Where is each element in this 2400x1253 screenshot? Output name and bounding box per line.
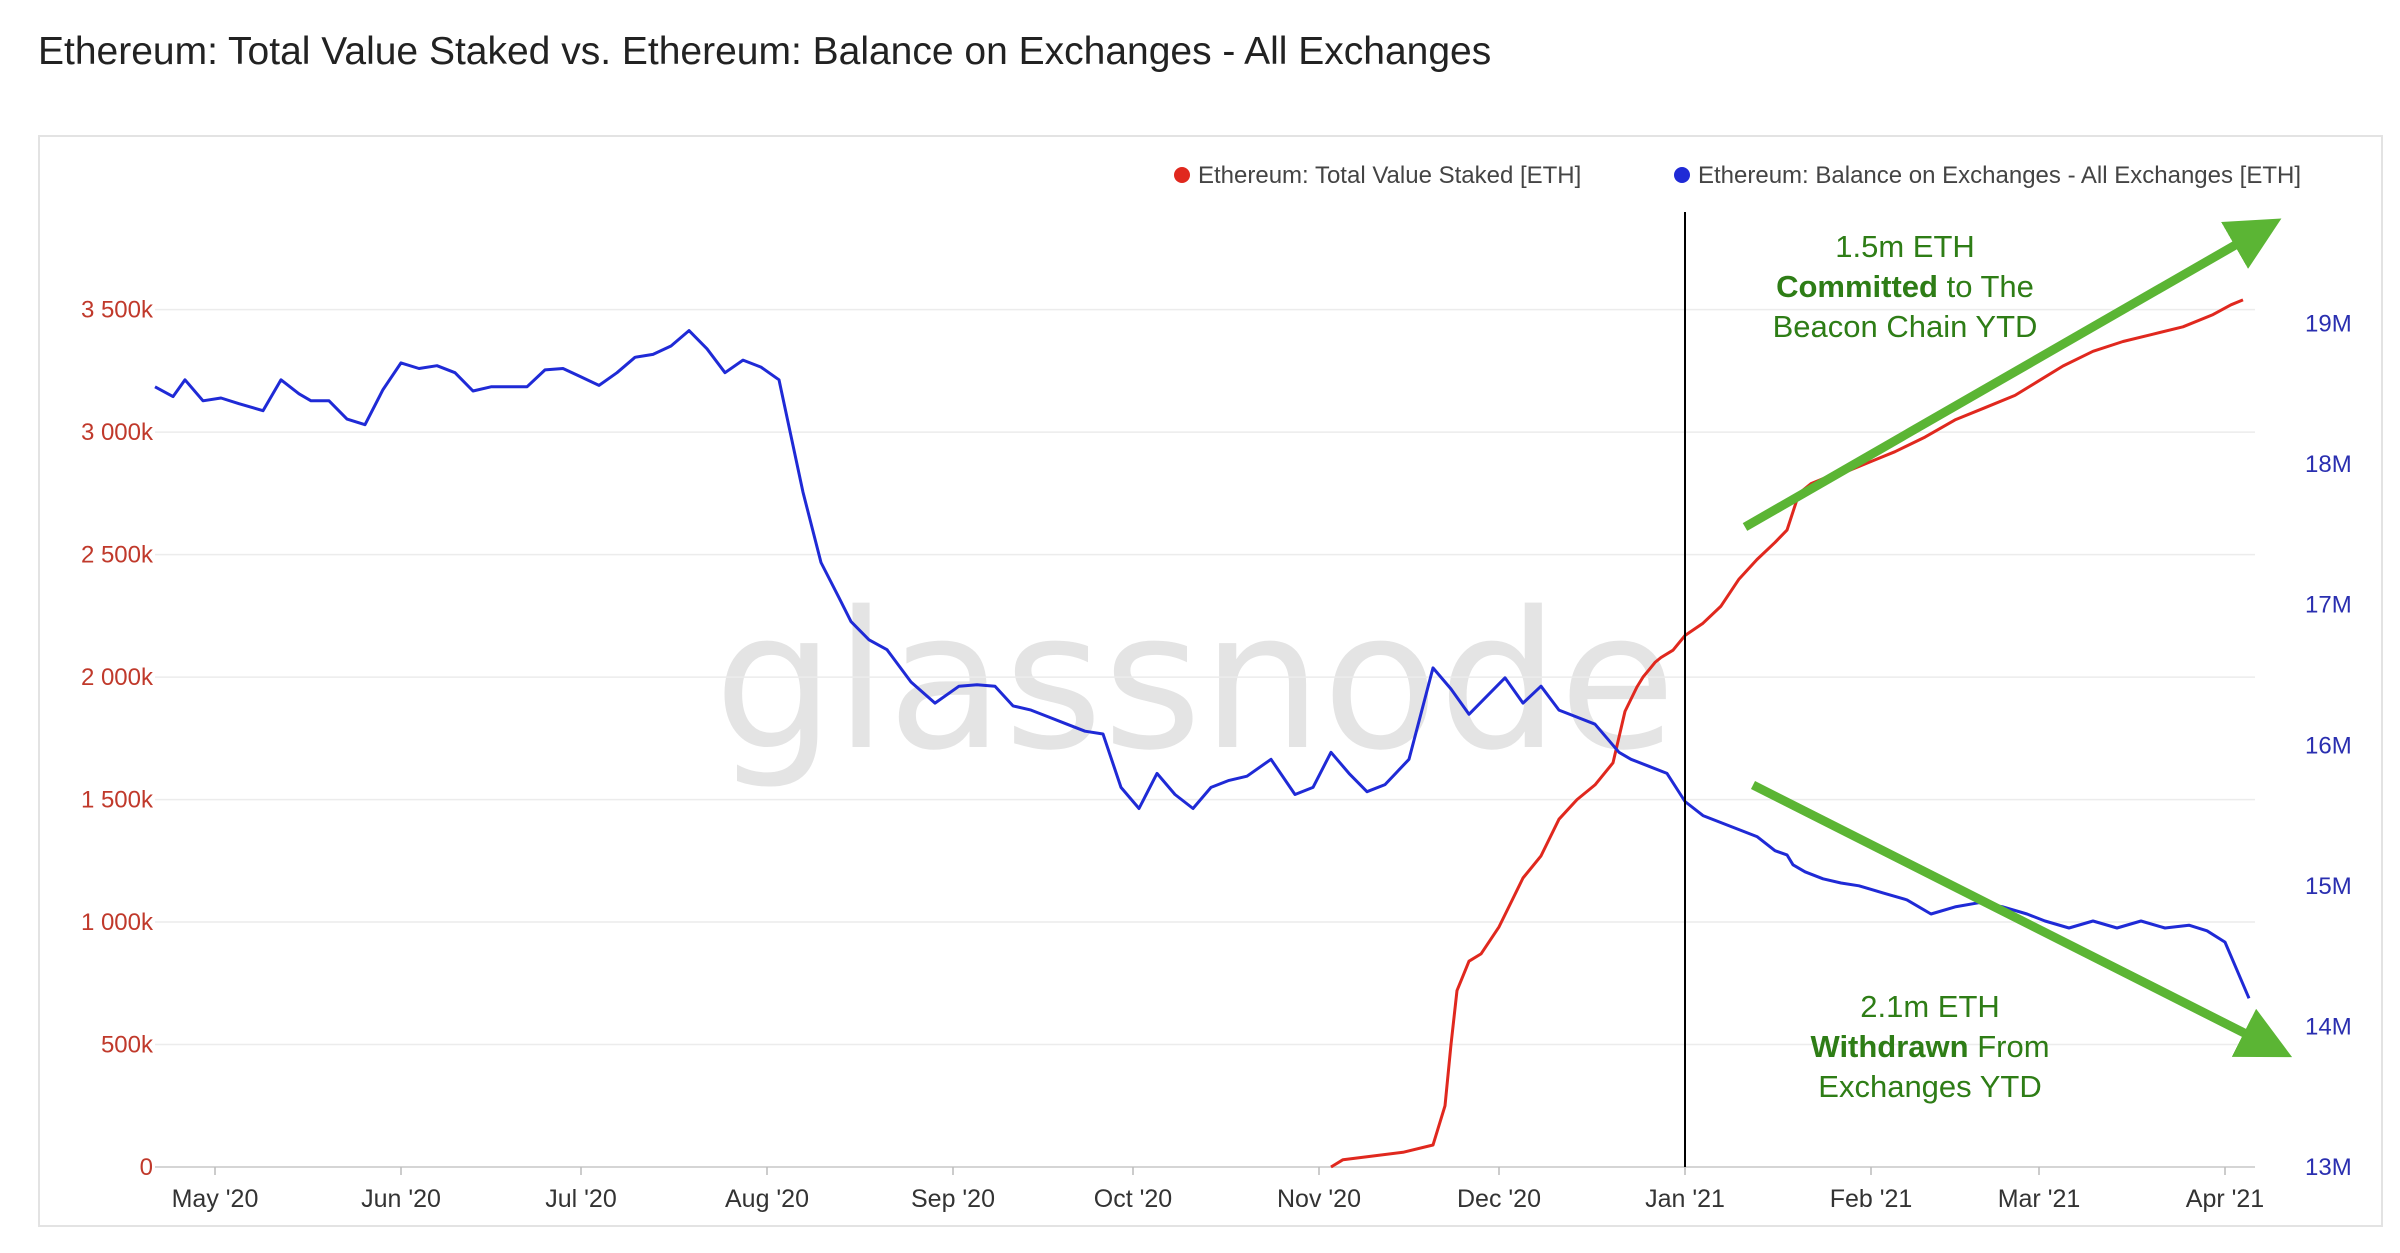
annotation-bold-word: Committed (1776, 269, 1938, 304)
right-axis-tick-label: 15M (2305, 873, 2352, 900)
chart-svg: glassnode 0 500k 1 000k 1 500k 2 000k 2 500k 3… (81, 162, 2352, 1213)
left-axis-tick-label: 2 000k (81, 664, 154, 691)
x-axis-tick-label: Jan '21 (1645, 1185, 1725, 1213)
legend-marker (1674, 167, 1690, 183)
x-axis-tick-label: Feb '21 (1830, 1185, 1913, 1213)
x-axis-tick-label: Jul '20 (545, 1185, 616, 1213)
x-axis-tick-label: Oct '20 (1094, 1185, 1172, 1213)
x-axis-tick-label: Apr '21 (2186, 1185, 2264, 1213)
annotation-line: Beacon Chain YTD (1773, 309, 2038, 344)
watermark-text: glassnode (714, 571, 1676, 792)
chart-title: Ethereum: Total Value Staked vs. Ethereu… (38, 30, 1492, 73)
left-axis-tick-label: 1 500k (81, 787, 154, 814)
annotation-line: Exchanges YTD (1818, 1069, 2041, 1104)
left-axis-tick-label: 500k (101, 1032, 154, 1059)
legend-label: Ethereum: Balance on Exchanges - All Exc… (1698, 162, 2301, 189)
x-axis-tick-label: Sep '20 (911, 1185, 995, 1213)
annotation-staking: 1.5m ETH Committed to The Beacon Chain YTD (1773, 229, 2038, 344)
series-line-total-value-staked (1330, 298, 2244, 1169)
annotation-rest: to The (1938, 269, 2034, 304)
annotation-exchanges: 2.1m ETH Withdrawn From Exchanges YTD (1810, 989, 2049, 1104)
left-axis-tick-label: 0 (140, 1154, 153, 1181)
chart-container: glassnode 0 500k 1 000k 1 500k 2 000k 2 500k 3… (38, 135, 2383, 1227)
annotation-bold-word: Withdrawn (1810, 1029, 1968, 1064)
x-axis-tick-label: Jun '20 (361, 1185, 441, 1213)
annotation-line: 2.1m ETH (1860, 989, 2000, 1024)
x-axis-tick-label: Mar '21 (1998, 1185, 2081, 1213)
x-axis-tick-label: Aug '20 (725, 1185, 809, 1213)
left-axis-tick-label: 1 000k (81, 909, 154, 936)
annotation-line: Committed to The (1776, 269, 2034, 304)
right-axis-tick-label: 14M (2305, 1013, 2352, 1040)
x-axis-tick-label: May '20 (172, 1185, 259, 1213)
x-axis-tick-label: Dec '20 (1457, 1185, 1541, 1213)
arrow-up-staking (1742, 218, 2282, 531)
legend-label: Ethereum: Total Value Staked [ETH] (1198, 162, 1581, 189)
annotation-line: 1.5m ETH (1835, 229, 1975, 264)
series-line-balance-on-exchanges (154, 329, 2251, 999)
left-axis-tick-label: 3 000k (81, 419, 154, 446)
arrow-down-exchanges (1750, 780, 2293, 1058)
annotation-rest: From (1969, 1029, 2050, 1064)
left-axis-tick-label: 3 500k (81, 297, 154, 324)
right-axis-tick-label: 16M (2305, 732, 2352, 759)
right-axis-tick-label: 17M (2305, 592, 2352, 619)
left-axis-tick-label: 2 500k (81, 542, 154, 569)
legend-marker (1174, 167, 1190, 183)
right-axis-tick-label: 18M (2305, 451, 2352, 478)
x-axis-tick-label: Nov '20 (1277, 1185, 1361, 1213)
right-axis-tick-label: 13M (2305, 1154, 2352, 1181)
right-axis-tick-label: 19M (2305, 311, 2352, 338)
annotation-line: Withdrawn From (1810, 1029, 2049, 1064)
